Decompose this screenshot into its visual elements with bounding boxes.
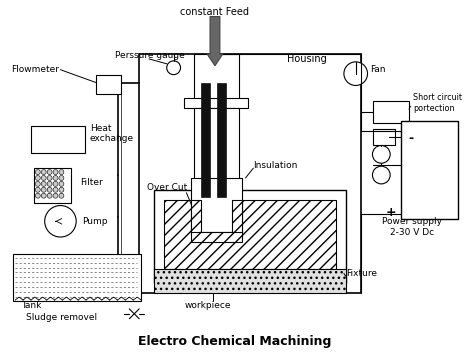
Circle shape bbox=[47, 176, 52, 181]
Text: Insulation: Insulation bbox=[253, 161, 298, 170]
Text: Fan: Fan bbox=[371, 65, 386, 74]
Text: Housing: Housing bbox=[287, 54, 327, 64]
Bar bbox=[184, 98, 248, 108]
Circle shape bbox=[36, 170, 40, 175]
Text: constant Feed: constant Feed bbox=[181, 7, 249, 17]
Circle shape bbox=[53, 176, 58, 181]
Circle shape bbox=[36, 193, 40, 198]
Bar bbox=[139, 54, 361, 293]
Bar bbox=[374, 129, 395, 144]
Circle shape bbox=[36, 176, 40, 181]
Circle shape bbox=[59, 187, 64, 192]
Bar bbox=[194, 54, 238, 101]
Circle shape bbox=[167, 61, 181, 75]
Text: +: + bbox=[386, 206, 396, 219]
Circle shape bbox=[53, 182, 58, 186]
Circle shape bbox=[59, 176, 64, 181]
Text: Power supply
2-30 V Dc: Power supply 2-30 V Dc bbox=[382, 217, 442, 237]
Text: Filter: Filter bbox=[80, 178, 103, 187]
Text: Over Cut: Over Cut bbox=[147, 183, 187, 192]
Circle shape bbox=[36, 182, 40, 186]
Text: Tank: Tank bbox=[21, 302, 41, 310]
Text: Heat
exchange: Heat exchange bbox=[90, 124, 134, 143]
Circle shape bbox=[41, 170, 46, 175]
Circle shape bbox=[373, 145, 390, 163]
Text: Fixture: Fixture bbox=[346, 269, 377, 278]
Text: Pump: Pump bbox=[82, 217, 108, 226]
Circle shape bbox=[53, 170, 58, 175]
Bar bbox=[191, 200, 201, 234]
Circle shape bbox=[47, 170, 52, 175]
Bar bbox=[191, 232, 242, 242]
Text: Perssure gauge: Perssure gauge bbox=[115, 51, 184, 61]
Circle shape bbox=[53, 187, 58, 192]
Text: -: - bbox=[408, 132, 413, 145]
Text: Sludge removel: Sludge removel bbox=[26, 313, 97, 322]
Circle shape bbox=[344, 62, 367, 85]
Bar bbox=[34, 168, 71, 202]
Circle shape bbox=[47, 187, 52, 192]
Circle shape bbox=[41, 193, 46, 198]
Bar bbox=[401, 121, 458, 219]
Circle shape bbox=[41, 187, 46, 192]
Text: Short circuit
portection: Short circuit portection bbox=[413, 93, 462, 113]
Bar bbox=[194, 108, 238, 197]
Bar bbox=[232, 200, 242, 234]
Text: Electro Chemical Machining: Electro Chemical Machining bbox=[138, 335, 331, 348]
Circle shape bbox=[53, 193, 58, 198]
Bar bbox=[154, 190, 346, 283]
Bar bbox=[96, 75, 121, 94]
Bar bbox=[201, 84, 210, 197]
Bar bbox=[31, 126, 85, 153]
Text: Flowmeter: Flowmeter bbox=[11, 65, 59, 74]
Circle shape bbox=[373, 166, 390, 184]
Circle shape bbox=[59, 193, 64, 198]
Circle shape bbox=[47, 182, 52, 186]
Bar bbox=[217, 84, 226, 197]
Circle shape bbox=[36, 187, 40, 192]
Circle shape bbox=[41, 176, 46, 181]
Bar bbox=[374, 101, 409, 123]
Bar bbox=[154, 269, 346, 293]
FancyArrow shape bbox=[207, 17, 223, 66]
Text: workpiece: workpiece bbox=[185, 302, 231, 310]
Circle shape bbox=[59, 170, 64, 175]
Bar bbox=[164, 200, 336, 269]
Circle shape bbox=[59, 182, 64, 186]
Circle shape bbox=[41, 182, 46, 186]
Bar bbox=[13, 254, 141, 301]
Circle shape bbox=[45, 206, 76, 237]
Bar bbox=[191, 178, 242, 232]
Circle shape bbox=[47, 193, 52, 198]
